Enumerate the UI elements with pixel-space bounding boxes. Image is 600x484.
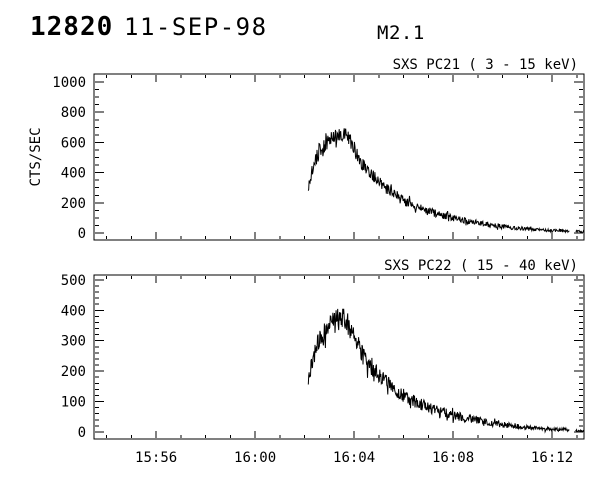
lightcurve-trace — [575, 229, 585, 234]
y-tick-label: 1000 — [52, 75, 86, 91]
x-tick-label: 16:12 — [531, 450, 573, 466]
y-tick-label: 0 — [78, 425, 86, 441]
y-tick-label: 600 — [61, 135, 86, 151]
plot-title: SXS PC21 ( 3 - 15 keV) — [393, 57, 578, 73]
y-tick-label: 0 — [78, 226, 86, 242]
y-tick-label: 400 — [61, 166, 86, 182]
y-tick-label: 800 — [61, 105, 86, 121]
y-tick-label: 500 — [61, 273, 86, 289]
plot-title: SXS PC22 ( 15 - 40 keV) — [384, 258, 578, 274]
x-tick-label: 15:56 — [135, 450, 177, 466]
lightcurve-trace — [307, 128, 570, 234]
y-tick-label: 200 — [61, 196, 86, 212]
goes-class-badge: M2.1 — [377, 22, 425, 44]
y-axis-title: CTS/SEC — [28, 127, 44, 186]
x-tick-label: 16:08 — [432, 450, 474, 466]
flare-number: 12820 — [30, 12, 114, 42]
y-tick-label: 200 — [61, 364, 86, 380]
flare-date: 11-SEP-98 — [124, 13, 268, 41]
y-tick-label: 100 — [61, 395, 86, 411]
y-tick-label: 300 — [61, 334, 86, 350]
y-tick-label: 400 — [61, 303, 86, 319]
lightcurve-trace — [307, 308, 570, 434]
lightcurve-trace — [575, 428, 585, 433]
plot-frame — [93, 73, 585, 241]
plot-frame — [93, 274, 585, 440]
x-tick-label: 16:00 — [234, 450, 276, 466]
x-tick-label: 16:04 — [333, 450, 375, 466]
